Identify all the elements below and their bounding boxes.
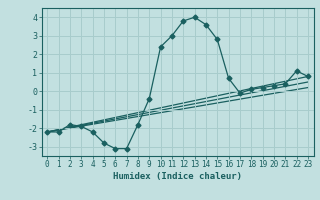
X-axis label: Humidex (Indice chaleur): Humidex (Indice chaleur) (113, 172, 242, 181)
